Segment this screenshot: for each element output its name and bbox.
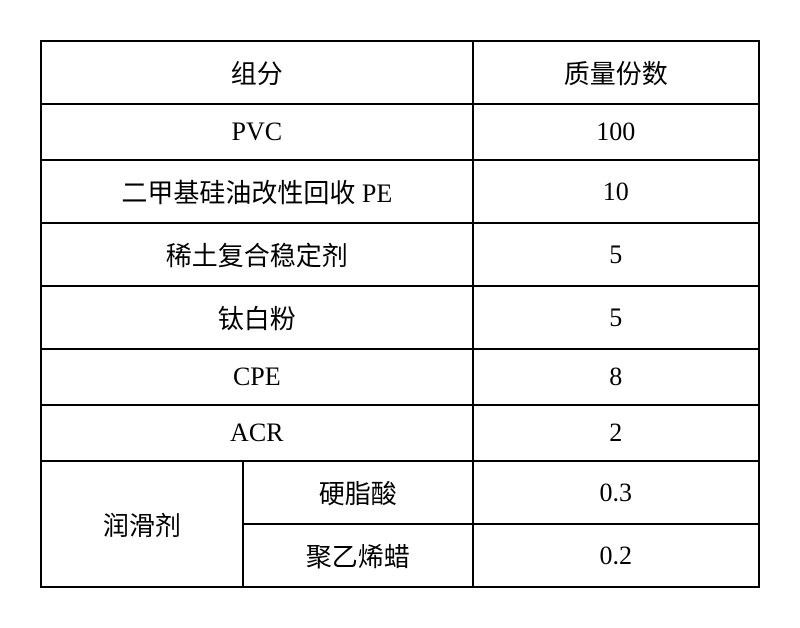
header-mass-fraction: 质量份数 <box>473 41 759 104</box>
composition-table: 组分 质量份数 PVC 100 二甲基硅油改性回收 PE 10 稀土复合稳定剂 … <box>40 40 760 588</box>
value-cell: 100 <box>473 104 759 160</box>
table-row: 稀土复合稳定剂 5 <box>41 223 759 286</box>
component-cell: PVC <box>41 104 473 160</box>
header-component: 组分 <box>41 41 473 104</box>
value-cell: 8 <box>473 349 759 405</box>
table-row: ACR 2 <box>41 405 759 461</box>
table-row: 润滑剂 硬脂酸 0.3 <box>41 461 759 524</box>
table-row: 钛白粉 5 <box>41 286 759 349</box>
value-cell: 0.3 <box>473 461 759 524</box>
component-cell: 二甲基硅油改性回收 PE <box>41 160 473 223</box>
component-cell: 钛白粉 <box>41 286 473 349</box>
table-row: 二甲基硅油改性回收 PE 10 <box>41 160 759 223</box>
component-cell: 稀土复合稳定剂 <box>41 223 473 286</box>
lubricant-item-name: 聚乙烯蜡 <box>243 524 473 587</box>
value-cell: 10 <box>473 160 759 223</box>
component-cell: CPE <box>41 349 473 405</box>
table-row: CPE 8 <box>41 349 759 405</box>
table-header-row: 组分 质量份数 <box>41 41 759 104</box>
lubricant-item-name: 硬脂酸 <box>243 461 473 524</box>
table-row: PVC 100 <box>41 104 759 160</box>
lubricant-group-label: 润滑剂 <box>41 461 243 587</box>
value-cell: 0.2 <box>473 524 759 587</box>
value-cell: 2 <box>473 405 759 461</box>
value-cell: 5 <box>473 286 759 349</box>
component-cell: ACR <box>41 405 473 461</box>
value-cell: 5 <box>473 223 759 286</box>
